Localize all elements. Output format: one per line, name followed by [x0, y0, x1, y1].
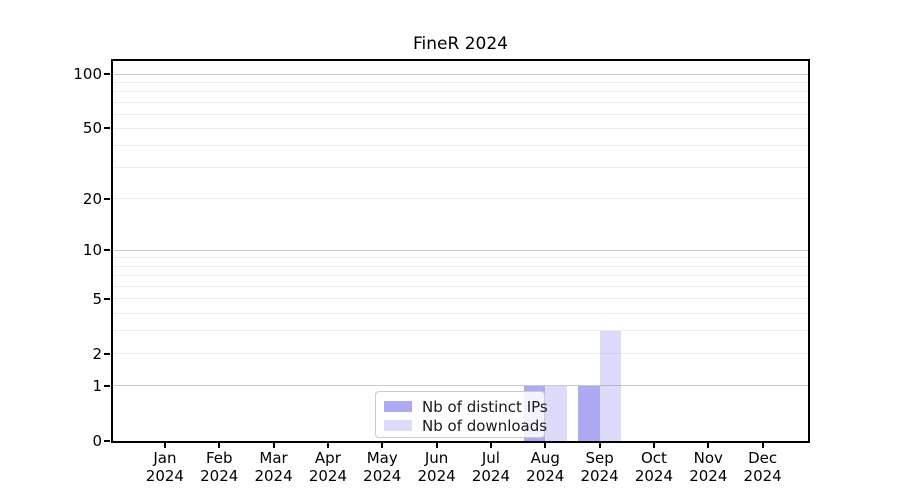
x-tick-mark	[652, 443, 655, 448]
bar-sep-series1	[599, 330, 622, 441]
y-tick-label: 2	[92, 344, 102, 363]
x-tick-mark	[326, 443, 329, 448]
x-tick-label: Jan 2024	[145, 449, 184, 485]
y-minor-gridline	[113, 312, 808, 314]
bar-aug-series1	[545, 385, 567, 441]
x-tick-label: Apr 2024	[308, 449, 347, 485]
y-tick-mark	[104, 440, 110, 442]
x-tick-label: Nov 2024	[689, 449, 728, 485]
y-tick-label: 20	[82, 189, 102, 208]
legend-swatch-downloads-icon	[384, 420, 412, 431]
y-minor-gridline	[113, 257, 808, 259]
x-tick-label: Feb 2024	[200, 449, 239, 485]
y-major-gridline	[113, 385, 808, 387]
y-minor-gridline	[113, 275, 808, 277]
y-minor-gridline	[113, 285, 808, 287]
x-tick-label: Oct 2024	[634, 449, 674, 485]
y-minor-gridline	[113, 265, 808, 267]
x-tick-mark	[381, 443, 384, 448]
legend-label-distinct-ips: Nb of distinct IPs	[422, 397, 548, 416]
x-tick-label: Jul 2024	[471, 449, 511, 485]
y-major-gridline	[113, 249, 808, 251]
y-minor-gridline	[113, 91, 808, 93]
chart-title: FineR 2024	[413, 34, 508, 54]
x-tick-label: May 2024	[363, 449, 402, 485]
x-tick-mark	[489, 443, 492, 448]
x-tick-mark	[272, 443, 275, 448]
y-tick-mark	[104, 73, 110, 76]
y-minor-gridline	[113, 81, 808, 83]
y-tick-label: 10	[82, 241, 102, 260]
y-tick-label: 5	[92, 289, 102, 308]
y-minor-gridline	[113, 145, 808, 147]
x-tick-label: Mar 2024	[254, 449, 293, 485]
plot-area	[111, 59, 810, 443]
x-tick-mark	[707, 443, 710, 448]
y-tick-label: 1	[92, 376, 102, 395]
x-tick-mark	[761, 443, 764, 448]
y-tick-mark	[104, 297, 110, 300]
x-tick-label: Aug 2024	[526, 449, 565, 485]
x-tick-label: Dec 2024	[743, 449, 782, 485]
y-tick-mark	[104, 127, 110, 130]
y-minor-gridline	[113, 298, 808, 300]
y-major-gridline	[113, 73, 808, 75]
y-tick-label: 100	[73, 65, 102, 84]
x-tick-mark	[218, 443, 221, 448]
y-minor-gridline	[113, 198, 808, 200]
legend-item-distinct-ips: Nb of distinct IPs	[384, 397, 548, 416]
legend-label-downloads: Nb of downloads	[422, 416, 548, 435]
x-tick-mark	[435, 443, 438, 448]
x-tick-mark	[598, 443, 601, 448]
bar-sep-series0	[577, 385, 600, 441]
x-tick-label: Sep 2024	[580, 449, 619, 485]
legend-swatch-distinct-ips-icon	[384, 401, 412, 412]
y-tick-label: 50	[82, 119, 102, 138]
y-tick-mark	[104, 384, 110, 387]
x-tick-label: Jun 2024	[417, 449, 456, 485]
y-tick-mark	[104, 249, 110, 252]
x-tick-mark	[544, 443, 547, 448]
y-minor-gridline	[113, 101, 808, 103]
y-tick-label: 0	[92, 432, 102, 450]
legend: Nb of distinct IPs Nb of downloads	[375, 391, 548, 438]
y-minor-gridline	[113, 167, 808, 169]
y-tick-mark	[104, 197, 110, 200]
legend-item-downloads: Nb of downloads	[384, 416, 547, 435]
x-tick-mark	[163, 443, 166, 448]
y-tick-mark	[104, 352, 110, 355]
y-minor-gridline	[113, 113, 808, 115]
y-minor-gridline	[113, 330, 808, 332]
y-minor-gridline	[113, 353, 808, 355]
y-minor-gridline	[113, 127, 808, 129]
